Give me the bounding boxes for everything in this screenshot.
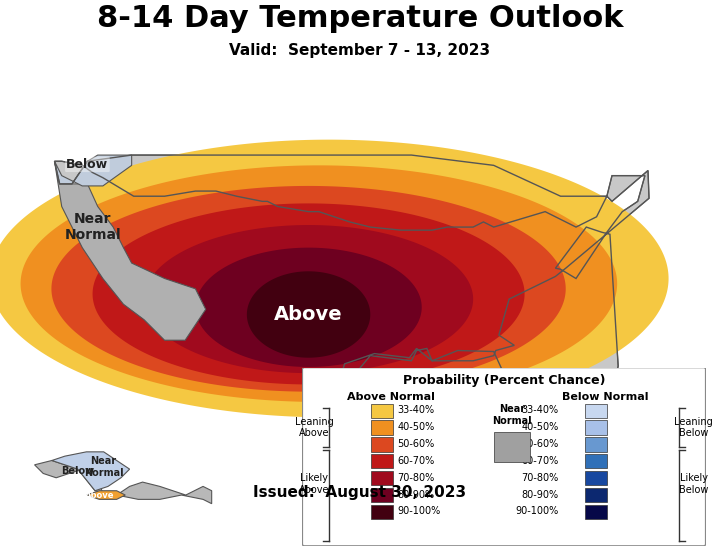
Bar	[371, 454, 393, 468]
Bar	[371, 437, 393, 452]
Text: Above: Above	[85, 491, 114, 500]
Polygon shape	[21, 165, 617, 402]
Bar	[585, 488, 607, 502]
Polygon shape	[55, 161, 206, 340]
Bar	[585, 505, 607, 519]
Text: 50-60%: 50-60%	[397, 439, 434, 449]
Text: Near
Normal: Near Normal	[64, 212, 121, 242]
Text: Valid:  September 7 - 13, 2023: Valid: September 7 - 13, 2023	[230, 43, 490, 57]
Polygon shape	[55, 155, 132, 186]
Text: 70-80%: 70-80%	[521, 473, 559, 483]
Text: Probability (Percent Chance): Probability (Percent Chance)	[402, 374, 606, 387]
Text: Near
Normal: Near Normal	[84, 456, 124, 478]
Polygon shape	[247, 271, 370, 358]
Polygon shape	[51, 186, 566, 392]
Bar	[494, 432, 530, 462]
Bar	[371, 403, 393, 418]
Text: Leaning
Above: Leaning Above	[295, 417, 334, 438]
Text: Leaning
Below: Leaning Below	[674, 417, 713, 438]
Text: Below: Below	[61, 466, 94, 476]
Text: 33-40%: 33-40%	[397, 405, 434, 416]
Polygon shape	[0, 140, 669, 417]
Text: Below Normal: Below Normal	[562, 392, 648, 402]
Text: Above Normal: Above Normal	[347, 392, 435, 402]
Text: Near
Normal: Near Normal	[492, 404, 532, 426]
Bar	[371, 421, 393, 434]
Text: 8-14 Day Temperature Outlook: 8-14 Day Temperature Outlook	[96, 4, 624, 33]
Text: 70-80%: 70-80%	[397, 473, 434, 483]
Bar	[371, 471, 393, 485]
Bar	[585, 421, 607, 434]
Text: Likely
Below: Likely Below	[679, 473, 708, 495]
Polygon shape	[144, 225, 473, 373]
Polygon shape	[93, 203, 525, 384]
Text: 80-90%: 80-90%	[397, 490, 434, 500]
Text: 33-40%: 33-40%	[521, 405, 559, 416]
Bar	[371, 488, 393, 502]
Bar	[585, 471, 607, 485]
Bar	[585, 403, 607, 418]
Polygon shape	[55, 155, 649, 402]
Polygon shape	[86, 491, 125, 500]
Text: 40-50%: 40-50%	[397, 422, 434, 432]
Text: 90-100%: 90-100%	[516, 506, 559, 516]
Text: 90-100%: 90-100%	[397, 506, 441, 516]
Text: Below: Below	[66, 158, 109, 171]
Bar	[585, 454, 607, 468]
Text: Likely
Above: Likely Above	[300, 473, 330, 495]
Polygon shape	[195, 248, 422, 367]
Text: 60-70%: 60-70%	[397, 456, 434, 466]
Bar	[371, 505, 393, 519]
Text: Issued:  August 30, 2023: Issued: August 30, 2023	[253, 486, 467, 500]
Text: 60-70%: 60-70%	[521, 456, 559, 466]
Bar	[585, 437, 607, 452]
Polygon shape	[35, 461, 212, 504]
FancyBboxPatch shape	[302, 368, 706, 546]
Text: 40-50%: 40-50%	[521, 422, 559, 432]
Text: Above: Above	[274, 305, 343, 324]
Polygon shape	[52, 452, 130, 491]
Text: 50-60%: 50-60%	[521, 439, 559, 449]
Text: 80-90%: 80-90%	[521, 490, 559, 500]
